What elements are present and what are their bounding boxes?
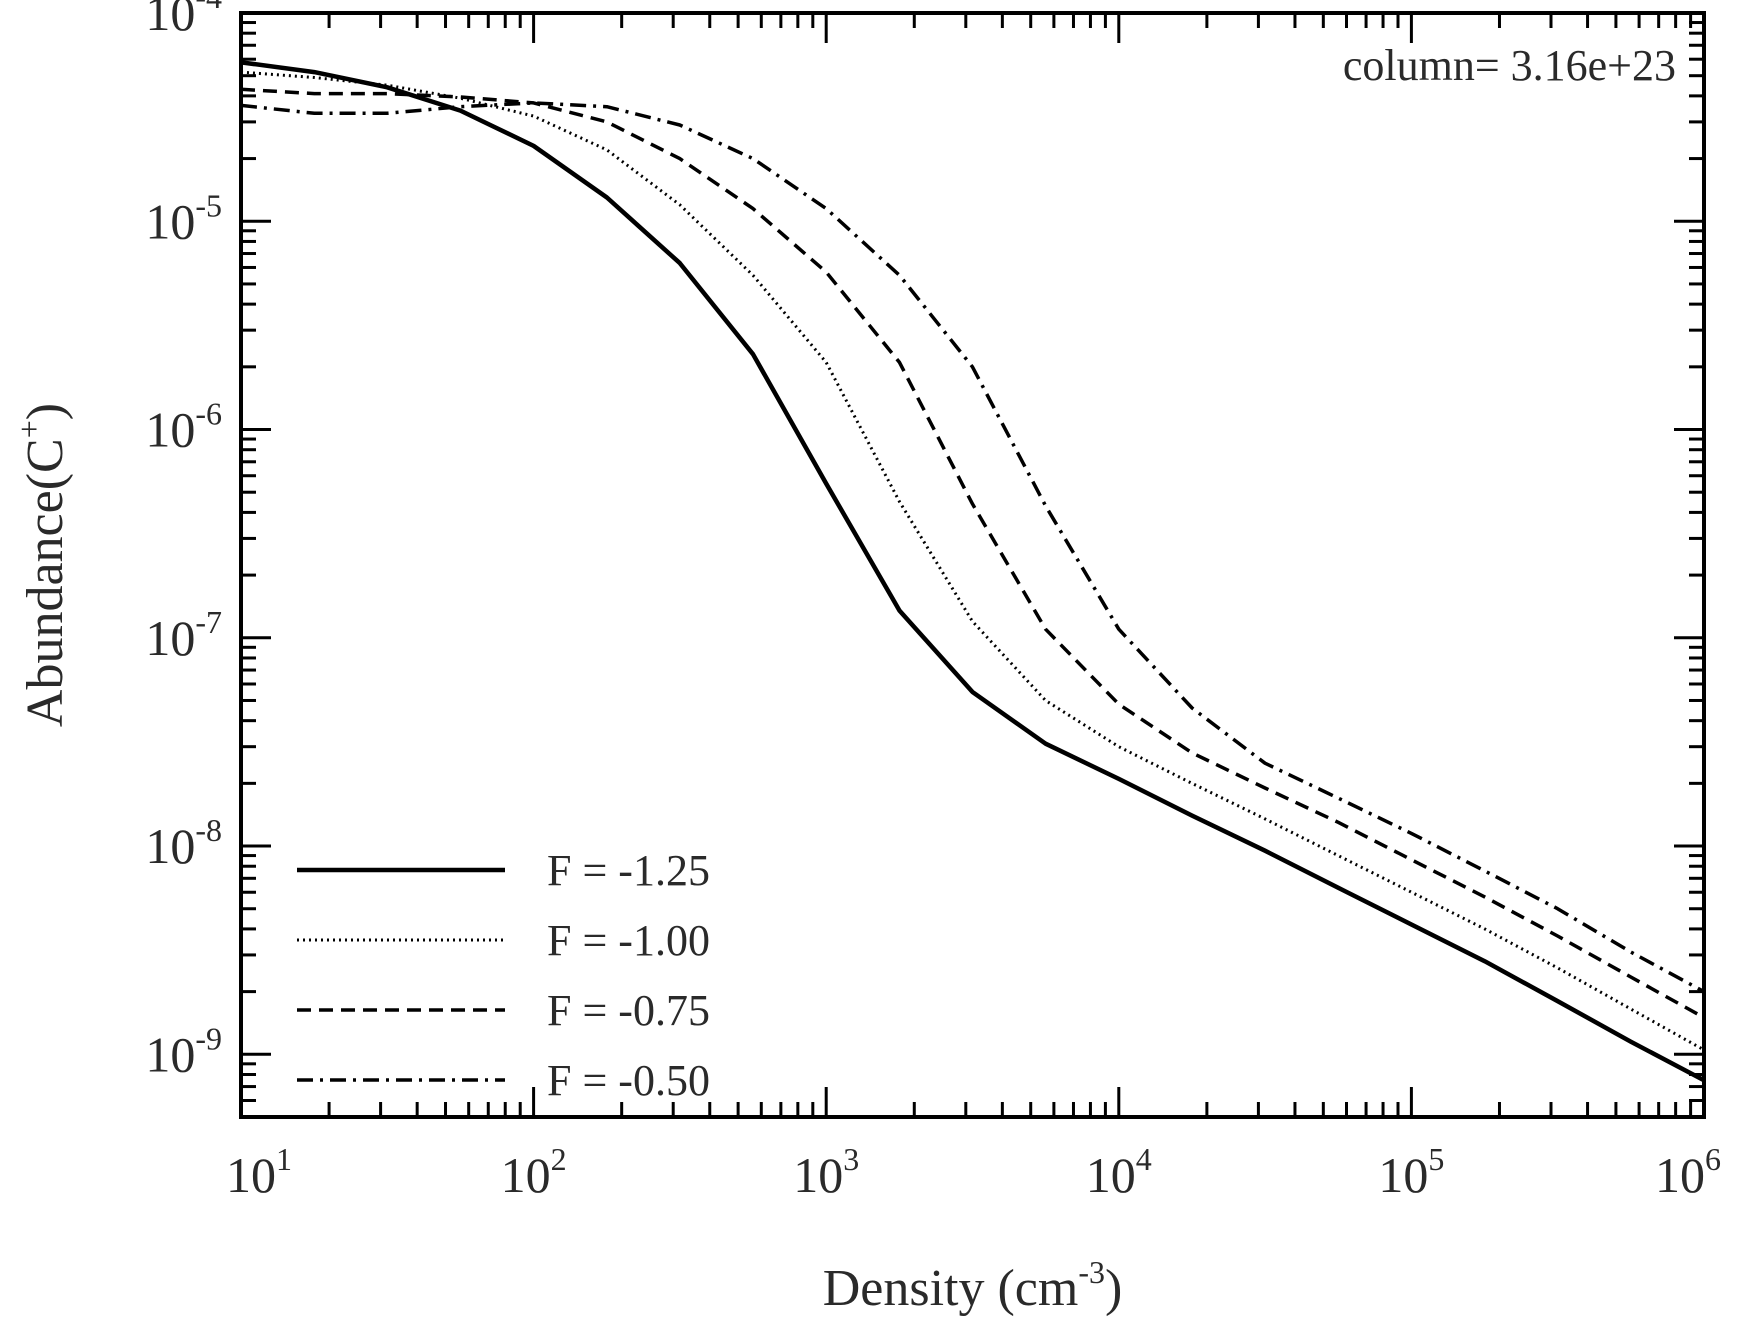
y-tick-label: 10-5: [145, 187, 222, 249]
y-tick-label: 10-7: [145, 604, 222, 666]
legend: F = -1.25 F = -1.00 F = -0.75 F = -0.50: [297, 846, 710, 1105]
plot-frame: [239, 11, 1706, 1119]
series-layer: [241, 60, 1704, 1083]
x-tick-label: 103: [793, 1141, 859, 1203]
y-tick-label: 10-6: [145, 396, 222, 458]
x-tick-label: 105: [1378, 1141, 1444, 1203]
x-tick-label: 101: [226, 1141, 292, 1203]
x-tick-label: 106: [1655, 1141, 1721, 1203]
ticks-layer: [239, 11, 1706, 1119]
y-tick-label: 10-4: [145, 0, 222, 41]
legend-label-3: F = -0.75: [547, 986, 710, 1035]
y-tick-label: 10-9: [145, 1020, 222, 1082]
legend-label-2: F = -1.00: [547, 916, 710, 965]
series-line-1: [241, 60, 1704, 1083]
legend-label-4: F = -0.50: [547, 1056, 710, 1105]
series-line-2: [241, 70, 1704, 1052]
x-tick-label: 102: [501, 1141, 567, 1203]
y-axis-title: Abundance(C+): [11, 403, 74, 727]
labels-layer: 101 102 103 104 105 106 10-9 10-8 10-7 10-6 10-5 10…: [11, 0, 1721, 1317]
series-line-4: [241, 101, 1704, 994]
column-annotation: column= 3.16e+23: [1343, 41, 1676, 90]
x-axis-title: Density (cm-3): [823, 1254, 1123, 1317]
series-line-3: [241, 87, 1704, 1020]
y-tick-label: 10-8: [145, 812, 222, 874]
x-tick-label: 104: [1086, 1141, 1152, 1203]
legend-label-1: F = -1.25: [547, 846, 710, 895]
